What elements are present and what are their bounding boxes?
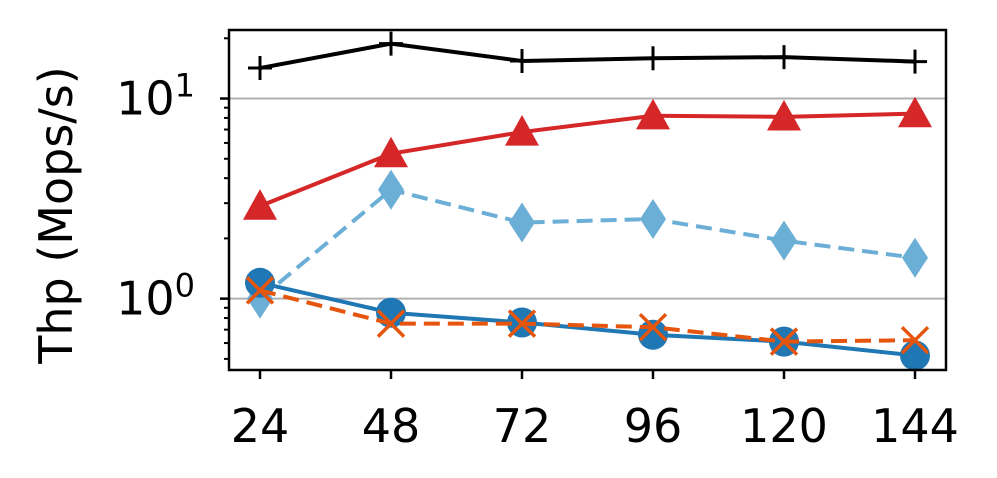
series-0 <box>248 31 927 81</box>
series-1-point-5 <box>898 96 932 128</box>
x-tick-label-5: 144 <box>871 399 959 453</box>
series-0-point-1 <box>379 31 403 56</box>
series-2-point-4 <box>771 220 797 261</box>
x-tick-label-3: 96 <box>624 399 683 453</box>
x-tick-label-2: 72 <box>493 399 552 453</box>
series-2 <box>247 169 928 319</box>
y-tick-label-1: 101 <box>116 67 195 126</box>
series-0-point-2 <box>510 48 534 73</box>
grid-lines <box>229 97 946 300</box>
series-4-point-5 <box>900 325 930 355</box>
plot-area-frame <box>227 28 948 372</box>
series-4-point-0 <box>245 276 275 305</box>
series-4-point-1 <box>376 309 406 338</box>
series-layer <box>243 31 932 371</box>
series-1-point-3 <box>636 98 670 130</box>
y-axis-label: Thp (Mops/s) <box>29 66 83 364</box>
series-2-point-3 <box>640 199 666 240</box>
series-2-point-1 <box>378 169 404 210</box>
series-1-point-0 <box>243 189 277 220</box>
series-2-point-5 <box>902 237 928 278</box>
x-tick-label-4: 120 <box>740 399 828 453</box>
series-4-point-3 <box>638 312 668 342</box>
series-3 <box>245 267 930 371</box>
series-0-line <box>259 41 916 71</box>
series-4-point-4 <box>769 327 799 356</box>
x-tick-label-1: 48 <box>362 399 421 453</box>
series-0-point-4 <box>772 45 796 70</box>
series-3-point-5 <box>900 340 930 371</box>
series-4-point-2 <box>507 309 537 338</box>
series-2-line <box>258 187 916 301</box>
series-1-line <box>259 111 916 208</box>
x-tick-label-0: 24 <box>231 399 290 453</box>
axis-ticks: 100 101 24 48 72 96 120 144 <box>116 37 959 453</box>
series-1-point-1 <box>374 136 408 168</box>
series-0-point-0 <box>248 56 272 81</box>
y-tick-label-0: 100 <box>116 267 195 326</box>
series-3-line <box>259 280 916 358</box>
series-2-point-2 <box>509 202 535 243</box>
series-4 <box>245 276 930 356</box>
series-3-point-3 <box>638 319 668 350</box>
series-0-point-3 <box>641 46 665 71</box>
series-1-point-4 <box>767 99 801 131</box>
series-0-point-5 <box>903 49 927 74</box>
series-1-point-2 <box>505 115 539 146</box>
series-1 <box>243 96 932 220</box>
